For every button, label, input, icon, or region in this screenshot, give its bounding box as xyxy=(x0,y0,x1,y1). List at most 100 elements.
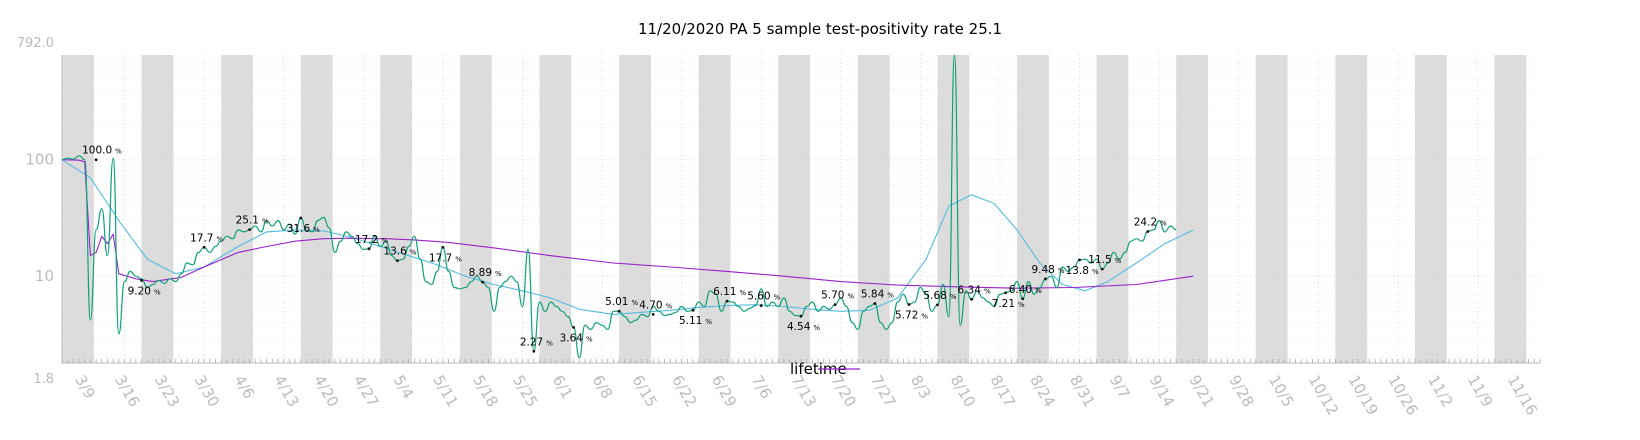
x-tick-label: 8/10 xyxy=(947,372,979,410)
data-label-unit: % xyxy=(1035,287,1042,295)
data-point-marker xyxy=(140,279,143,282)
data-point-marker xyxy=(970,297,973,301)
data-label: 17.7% xyxy=(429,245,462,264)
x-tick-label: 8/31 xyxy=(1066,372,1098,410)
data-point-marker xyxy=(1044,277,1047,281)
data-point-marker xyxy=(799,314,803,318)
data-label: 5.01% xyxy=(605,296,638,313)
x-tick-label: 8/24 xyxy=(1026,372,1058,410)
data-label: 6.11% xyxy=(713,286,747,303)
data-point-marker xyxy=(202,245,206,249)
data-label: 8.89% xyxy=(469,267,502,284)
week-shade xyxy=(698,55,731,363)
x-tick-label: 11/16 xyxy=(1504,372,1541,418)
data-label-unit: % xyxy=(546,339,553,347)
week-shade xyxy=(937,55,970,363)
x-tick-label: 3/9 xyxy=(71,372,99,402)
data-point-marker xyxy=(248,228,251,232)
data-label: 5.11% xyxy=(679,308,712,327)
data-label: 7.21% xyxy=(992,291,1025,310)
data-label-value: 24.2 xyxy=(1134,217,1157,229)
data-label-unit: % xyxy=(1018,301,1025,309)
data-label-unit: % xyxy=(313,226,320,234)
data-point-marker xyxy=(1146,230,1150,233)
y-tick-label-min: 1.8 xyxy=(33,372,54,387)
week-shade xyxy=(1017,55,1049,363)
x-tick-label: 9/28 xyxy=(1225,372,1257,410)
y-tick-label-max: 792.0 xyxy=(17,36,54,51)
x-tick-label: 5/18 xyxy=(469,372,501,410)
data-point-marker xyxy=(1004,291,1008,295)
data-label-value: 4.54 xyxy=(787,321,811,333)
data-point-marker xyxy=(1100,267,1104,271)
data-label-unit: % xyxy=(774,294,781,302)
data-label-unit: % xyxy=(848,293,855,301)
x-tick-label: 4/27 xyxy=(350,372,382,410)
data-label: 5.68% xyxy=(923,290,957,307)
weekend-shading xyxy=(62,55,1540,363)
data-point-marker xyxy=(651,313,655,316)
week-shade xyxy=(857,55,890,363)
data-label: 6.34% xyxy=(958,284,991,301)
y-tick-label: 100 xyxy=(25,151,54,169)
x-tick-label: 3/30 xyxy=(191,372,223,410)
data-label-value: 11.5 xyxy=(1088,254,1111,266)
data-label-unit: % xyxy=(586,335,593,343)
x-tick-label: 6/1 xyxy=(549,372,577,402)
data-label: 17.7% xyxy=(190,232,224,249)
x-tick-label: 11/9 xyxy=(1464,372,1496,410)
x-tick-label: 5/4 xyxy=(390,372,418,402)
series-line-smoothed xyxy=(61,159,1194,315)
data-label-value: 100.0 xyxy=(82,145,112,157)
data-label-unit: % xyxy=(1115,257,1122,265)
week-shade xyxy=(380,55,413,363)
week-shade xyxy=(141,55,174,363)
data-label-value: 9.48 xyxy=(1031,264,1054,276)
x-tick-label: 6/22 xyxy=(668,372,700,410)
x-tick-label: 10/19 xyxy=(1345,372,1382,418)
week-shade xyxy=(62,55,94,363)
x-tick-label: 6/29 xyxy=(708,372,740,410)
week-shade xyxy=(300,55,333,363)
data-label: 5.72% xyxy=(895,303,928,321)
x-tick-label: 3/16 xyxy=(111,372,143,410)
data-label-unit: % xyxy=(217,235,224,243)
data-label-value: 17.2 xyxy=(355,234,378,246)
data-point-marker xyxy=(481,280,485,284)
week-shade xyxy=(1494,55,1527,363)
data-label-value: 17.7 xyxy=(429,252,452,264)
data-label-unit: % xyxy=(262,218,269,226)
data-point-marker xyxy=(532,349,536,353)
y-tick-label: 10 xyxy=(35,267,54,285)
data-label-unit: % xyxy=(740,289,747,297)
x-tick-label: 4/13 xyxy=(270,372,302,410)
chart-title: 11/20/2020 PA 5 sample test-positivity r… xyxy=(638,20,1002,38)
data-point-marker xyxy=(572,325,576,329)
data-point-marker xyxy=(617,309,621,313)
data-label: 31.6% xyxy=(287,216,320,235)
x-tick-label: 4/20 xyxy=(310,372,342,410)
week-shade xyxy=(1176,55,1209,363)
week-shade xyxy=(1255,55,1288,363)
data-label-value: 17.7 xyxy=(190,232,213,244)
data-label-unit: % xyxy=(381,237,388,245)
data-label: 4.70% xyxy=(639,299,673,316)
x-tick-label: 9/21 xyxy=(1185,372,1217,410)
data-label-value: 7.21 xyxy=(992,298,1015,310)
data-label-value: 8.89 xyxy=(469,267,492,279)
data-label-value: 5.72 xyxy=(895,309,918,321)
data-label-value: 31.6 xyxy=(287,223,311,235)
data-label-value: 6.11 xyxy=(713,286,736,298)
data-label: 24.2% xyxy=(1134,217,1167,233)
data-label-unit: % xyxy=(813,324,820,332)
x-tick-label: 7/27 xyxy=(867,372,899,410)
data-label-unit: % xyxy=(1058,267,1065,275)
data-point-marker xyxy=(833,303,837,307)
x-tick-label: 7/6 xyxy=(748,372,776,402)
x-tick-label: 8/17 xyxy=(986,372,1018,410)
data-point-marker xyxy=(759,304,763,307)
x-tick-label: 6/15 xyxy=(628,372,660,410)
data-label-unit: % xyxy=(1160,220,1167,228)
data-label: 4.54% xyxy=(787,314,820,333)
